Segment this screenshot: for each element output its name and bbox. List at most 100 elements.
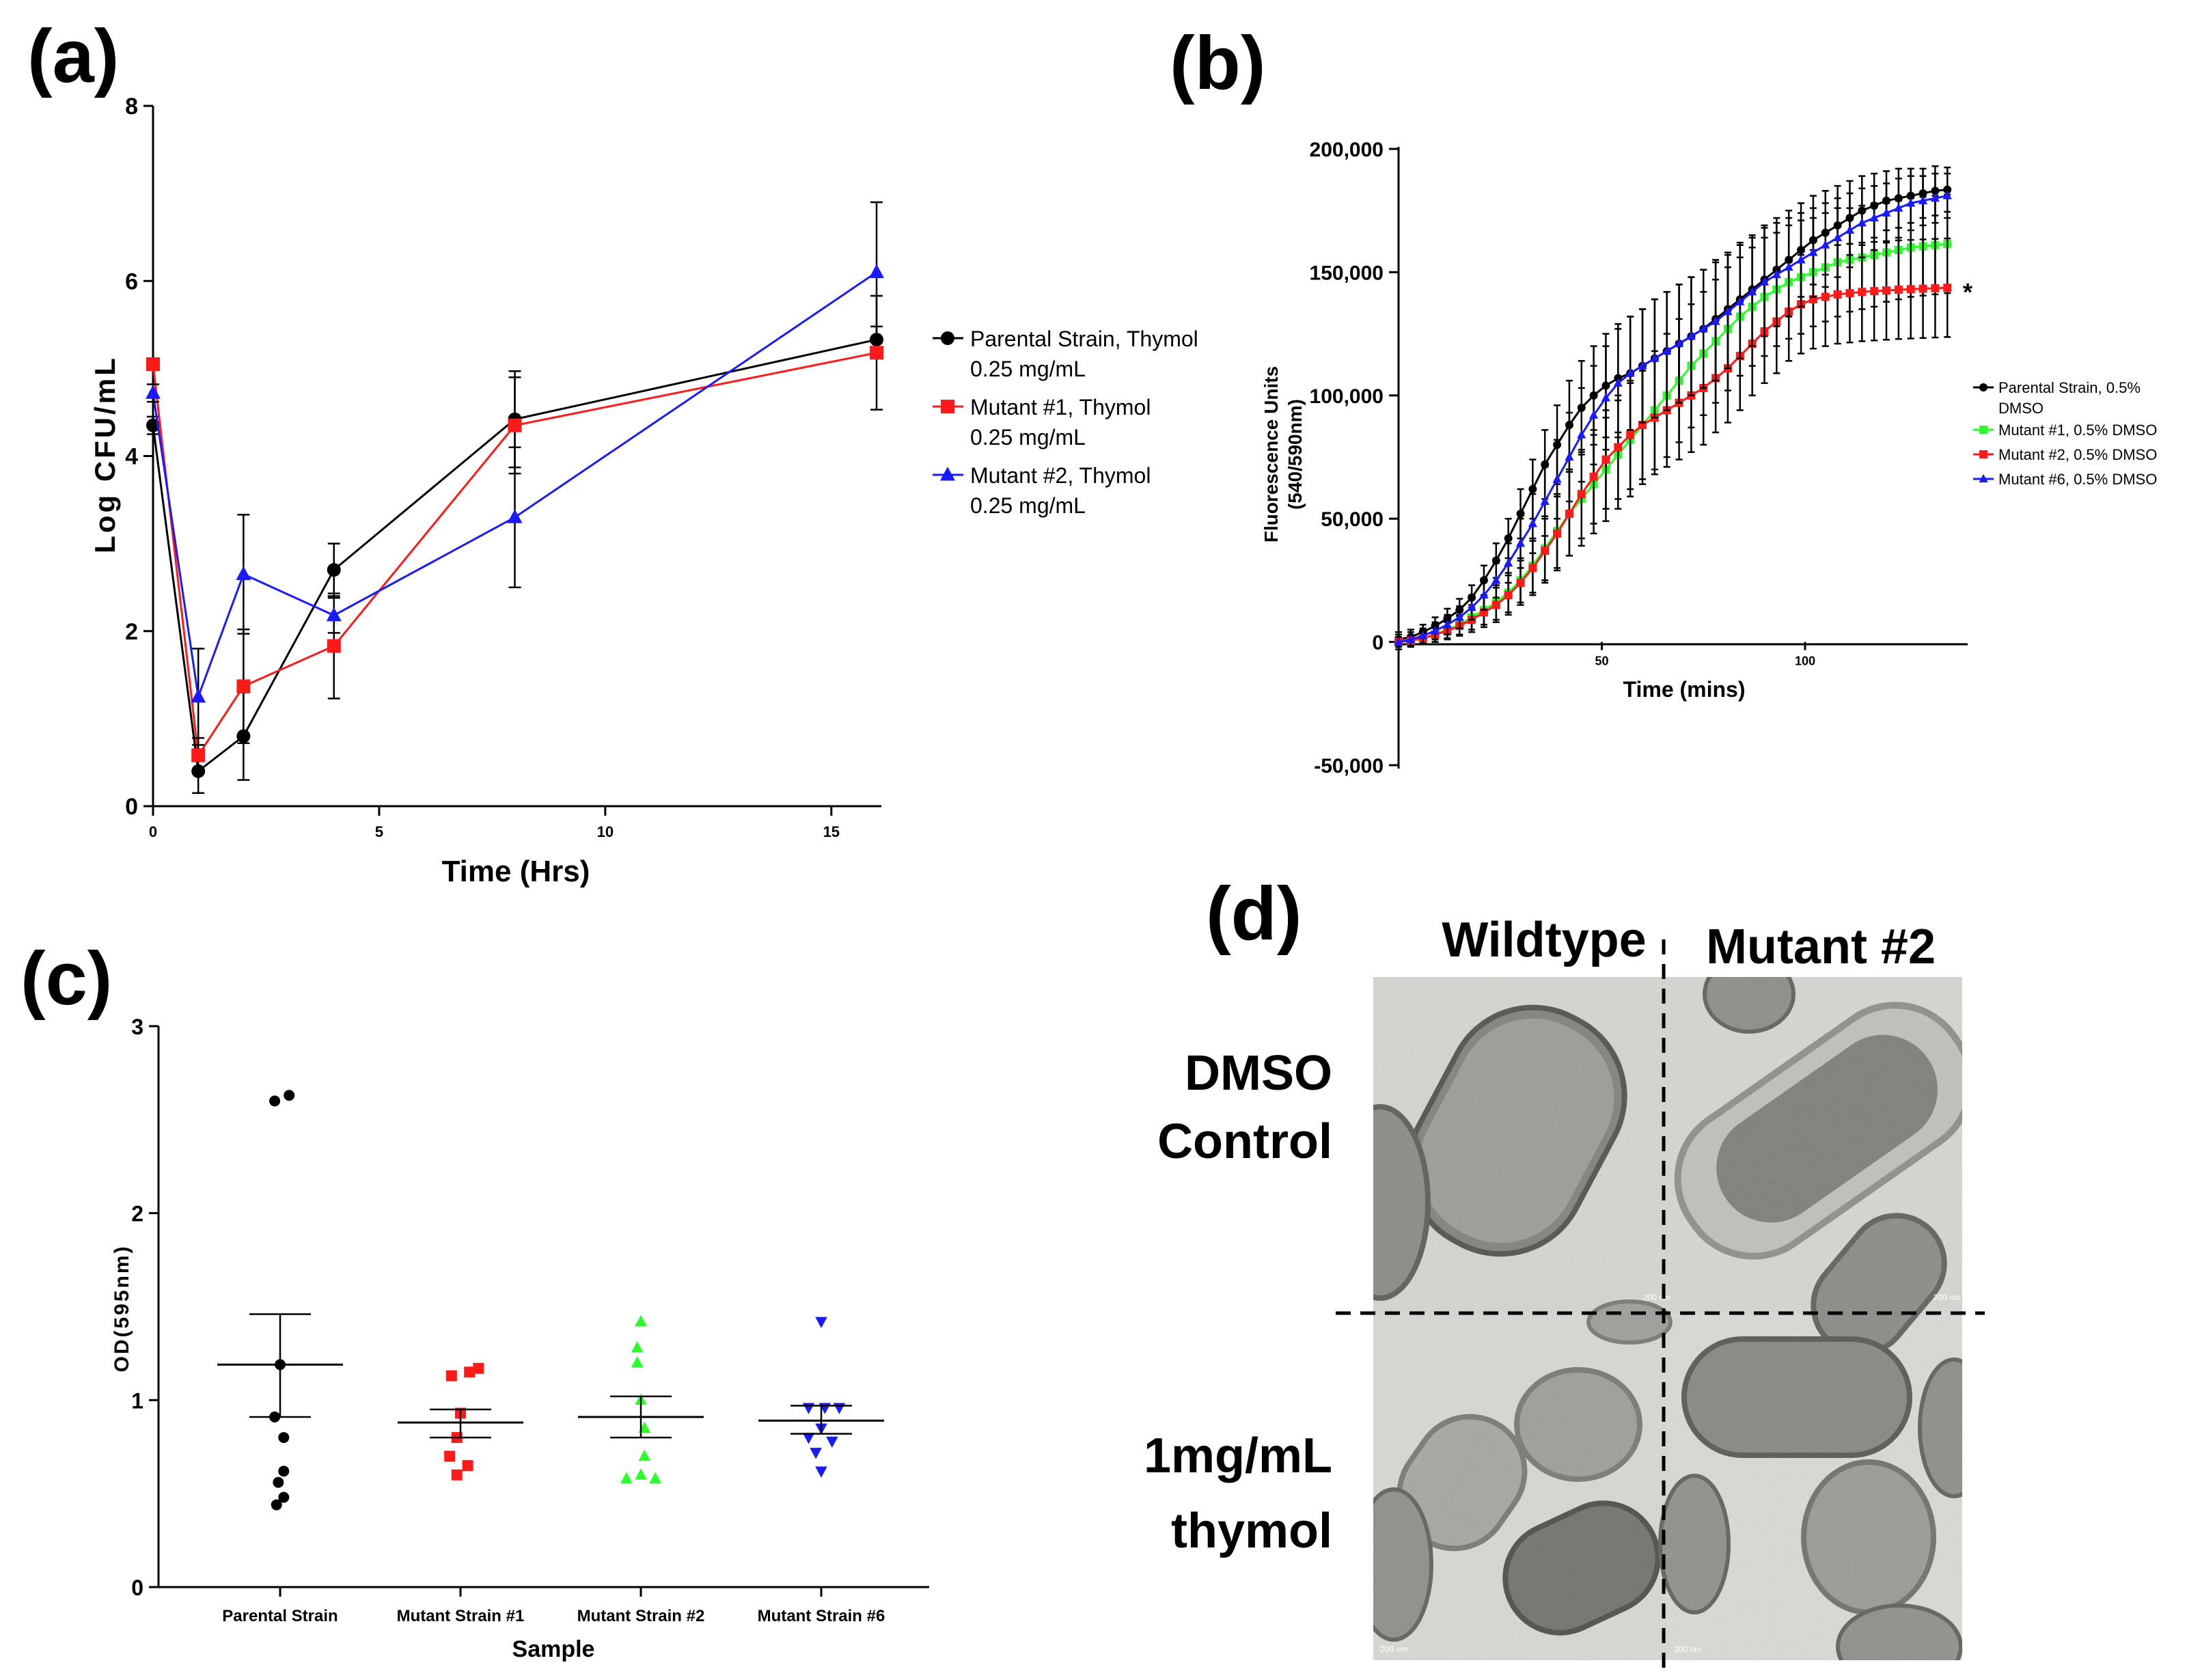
chart-a-legend-label: 0.25 mg/mL bbox=[970, 425, 1086, 450]
chart-b-series bbox=[1394, 172, 1952, 650]
chart-a-legend-label: Parental Strain, Thymol bbox=[970, 327, 1198, 351]
chart-c-point bbox=[635, 1468, 647, 1480]
chart-a-legend-marker bbox=[941, 331, 954, 345]
scale-bar-label: 200 nm bbox=[1643, 1293, 1670, 1302]
chart-c-point bbox=[284, 1090, 295, 1101]
chart-b-point bbox=[1870, 287, 1879, 296]
chart-c-point bbox=[473, 1362, 484, 1374]
chart-b-point bbox=[1638, 361, 1647, 370]
chart-b-point bbox=[1918, 284, 1927, 293]
chart-c-sem-bar bbox=[249, 1313, 311, 1418]
chart-a-legend-label: 0.25 mg/mL bbox=[970, 357, 1086, 381]
chart-b-legend-item: Mutant #2, 0.5% DMSO bbox=[1973, 446, 2157, 463]
chart-c-point bbox=[278, 1432, 290, 1444]
chart-c-point bbox=[810, 1448, 822, 1459]
chart-b-point bbox=[1942, 191, 1952, 199]
chart-b-point bbox=[1504, 557, 1513, 567]
chart-b-point bbox=[1857, 218, 1867, 227]
chart-c-xtick-label: Mutant Strain #2 bbox=[577, 1607, 705, 1625]
chart-a-point bbox=[869, 264, 884, 278]
chart-b-point bbox=[1906, 198, 1916, 207]
chart-b-point bbox=[1601, 455, 1610, 464]
chart-a-series-line bbox=[152, 271, 877, 698]
chart-b: -50,000 0 50,000 100,000 150,000 200,000 50 10… bbox=[1261, 139, 2157, 777]
chart-b-point bbox=[1528, 484, 1537, 493]
chart-c-point bbox=[445, 1370, 457, 1381]
chart-a-point bbox=[326, 607, 342, 622]
panel-d-row2-label-line1: 1mg/mL bbox=[1144, 1429, 1332, 1483]
chart-a-legend-marker bbox=[940, 467, 955, 481]
chart-b-ytick-label: 0 bbox=[1372, 632, 1384, 655]
chart-b-point bbox=[1882, 208, 1891, 217]
chart-a-ytick-label: 2 bbox=[125, 619, 138, 645]
chart-a-ytick-label: 8 bbox=[125, 94, 138, 120]
chart-c-point bbox=[815, 1317, 827, 1328]
chart-a-point bbox=[508, 418, 522, 432]
chart-b-legend-label: DMSO bbox=[1998, 400, 2044, 417]
chart-b-series-line bbox=[1398, 286, 1948, 644]
chart-b-point bbox=[1821, 292, 1830, 301]
chart-b-point bbox=[1943, 284, 1952, 292]
chart-a-point bbox=[236, 566, 251, 580]
chart-c-point bbox=[451, 1469, 463, 1481]
chart-b-point bbox=[1565, 509, 1573, 518]
chart-b-point bbox=[1528, 564, 1537, 573]
chart-c-point bbox=[833, 1403, 846, 1414]
chart-c-sem-bar bbox=[430, 1408, 491, 1439]
chart-b-point bbox=[1845, 289, 1854, 298]
chart-a-legend-label: Mutant #2, Thymol bbox=[970, 463, 1151, 488]
chart-b-legend-item: Mutant #6, 0.5% DMSO bbox=[1973, 471, 2157, 488]
chart-c-sem-bar bbox=[610, 1395, 672, 1439]
chart-a-legend-marker bbox=[941, 400, 954, 413]
chart-c-xlabel: Sample bbox=[512, 1636, 595, 1662]
scale-bar-label: 200 nm bbox=[1674, 1644, 1701, 1654]
chart-b-point bbox=[1528, 519, 1537, 527]
chart-a-point bbox=[146, 357, 160, 371]
panel-d-header-wildtype: Wildtype bbox=[1442, 913, 1646, 967]
chart-b-legend-item: Mutant #1, 0.5% DMSO bbox=[1973, 422, 2157, 439]
chart-b-point bbox=[1614, 443, 1623, 452]
chart-b-point bbox=[1748, 287, 1757, 296]
chart-b-point bbox=[1491, 601, 1500, 609]
chart-b-point bbox=[1406, 634, 1416, 644]
chart-a-ytick-label: 4 bbox=[125, 444, 138, 470]
panel-label-b: (b) bbox=[1170, 21, 1265, 105]
chart-a-series bbox=[146, 201, 884, 746]
chart-a-series-line bbox=[152, 351, 877, 758]
chart-b-point bbox=[1430, 626, 1440, 635]
chart-c-point bbox=[462, 1460, 473, 1472]
chart-a-xtick-label: 10 bbox=[597, 823, 614, 840]
chart-a-xtick-label: 15 bbox=[823, 823, 840, 840]
chart-a-point bbox=[146, 385, 161, 399]
chart-b-point bbox=[1759, 277, 1770, 286]
chart-a-ytick-label: 0 bbox=[125, 794, 138, 820]
chart-c-point bbox=[802, 1403, 815, 1414]
chart-c-point bbox=[649, 1472, 661, 1484]
chart-b-point bbox=[1698, 324, 1708, 333]
chart-b-ytick-label: 150,000 bbox=[1310, 262, 1384, 284]
chart-b-point bbox=[1589, 472, 1598, 481]
chart-b-point bbox=[1674, 338, 1684, 348]
chart-b-ytick-label: -50,000 bbox=[1314, 755, 1384, 777]
chart-c-point bbox=[444, 1450, 456, 1462]
chart-c-point bbox=[802, 1433, 815, 1444]
chart-c-group bbox=[398, 1362, 523, 1481]
chart-c-ytick-label: 2 bbox=[131, 1202, 143, 1226]
chart-a-legend-item: Parental Strain, Thymol 0.25 mg/mL bbox=[933, 327, 1198, 381]
chart-b-point bbox=[1808, 247, 1818, 256]
chart-c-point bbox=[631, 1356, 644, 1368]
chart-c-point bbox=[620, 1472, 633, 1484]
chart-c-point bbox=[273, 1476, 284, 1488]
chart-b-point bbox=[1479, 590, 1489, 599]
chart-b-point bbox=[1882, 286, 1890, 295]
chart-a-legend-item: Mutant #1, Thymol 0.25 mg/mL bbox=[933, 395, 1151, 450]
chart-a-legend-label: Mutant #1, Thymol bbox=[970, 395, 1151, 419]
panel-d-row2-label-line2: thymol bbox=[1171, 1504, 1332, 1558]
chart-c-point bbox=[278, 1465, 290, 1477]
chart-b-series bbox=[1394, 193, 1952, 648]
panel-label-c: (c) bbox=[20, 937, 112, 1021]
chart-b-legend-marker bbox=[1979, 450, 1987, 458]
chart-b-point bbox=[1601, 393, 1611, 402]
panel-d-micrograph-grid: Wildtype Mutant #2 DMSO Control 1mg/mL t… bbox=[1144, 913, 1985, 1674]
chart-b-legend-label: Mutant #2, 0.5% DMSO bbox=[1998, 446, 2157, 463]
